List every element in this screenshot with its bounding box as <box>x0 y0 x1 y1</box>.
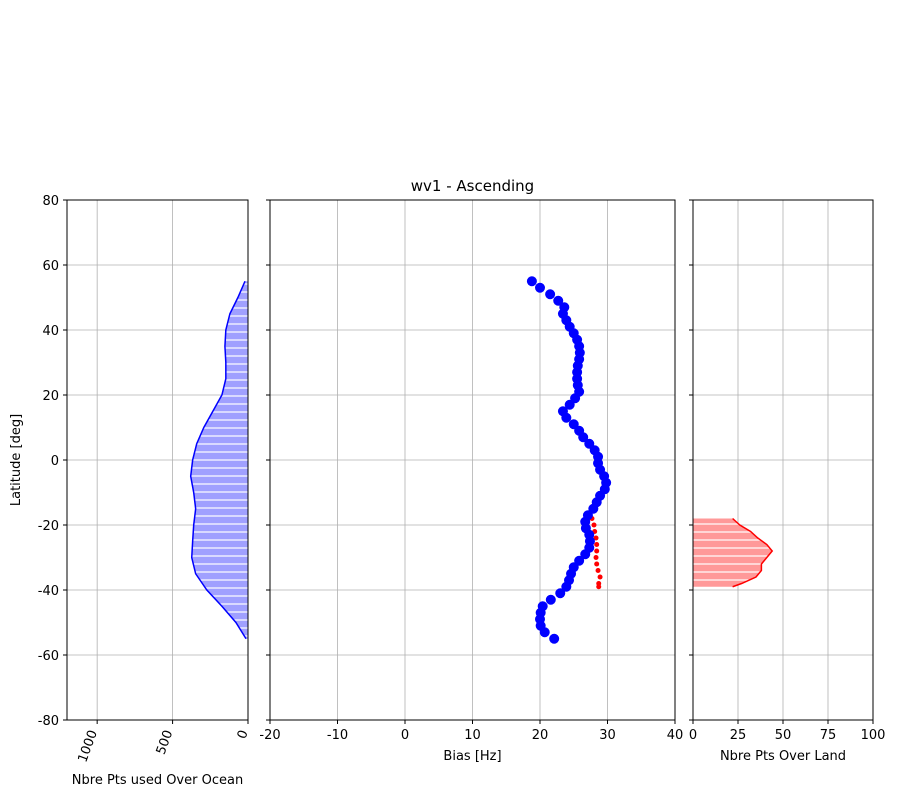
x-tick-label: 500 <box>154 728 177 756</box>
point <box>535 282 545 293</box>
point <box>549 633 560 644</box>
x-tick-label: 20 <box>532 728 549 743</box>
point <box>597 574 603 580</box>
area-hatch <box>693 518 773 587</box>
y-axis-label: Latitude [deg] <box>9 414 24 506</box>
y-tick-label: 40 <box>42 324 59 339</box>
point <box>594 561 600 567</box>
chart-title: wv1 - Ascending <box>411 177 534 195</box>
profile-line <box>189 280 247 640</box>
x-tick-label: 75 <box>820 728 837 743</box>
x-tick-label: 100 <box>861 728 886 743</box>
point <box>578 432 589 443</box>
point <box>564 399 575 410</box>
y-tick-label: 20 <box>42 389 59 404</box>
point <box>580 549 591 560</box>
point <box>594 548 600 554</box>
x-tick-label: 0 <box>401 728 409 743</box>
y-tick-label: -80 <box>38 714 59 729</box>
y-tick-label: 80 <box>42 194 59 209</box>
plot-frame <box>66 199 249 721</box>
y-tick-label: 60 <box>42 259 59 274</box>
point <box>561 581 572 592</box>
x-axis-label: Nbre Pts used Over Ocean <box>72 773 243 788</box>
y-tick-label: -20 <box>38 519 59 534</box>
x-axis-label: Nbre Pts Over Land <box>720 749 846 764</box>
profile-line <box>732 517 774 588</box>
x-axis-label: Bias [Hz] <box>443 749 501 764</box>
x-tick-label: 50 <box>775 728 792 743</box>
point <box>539 627 550 638</box>
point <box>545 289 556 300</box>
x-tick-label: 25 <box>730 728 747 743</box>
x-tick-label: 40 <box>667 728 684 743</box>
point <box>593 535 599 541</box>
plot-frame <box>269 199 676 721</box>
y-tick-label: 0 <box>51 454 59 469</box>
x-tick-label: 1000 <box>76 728 101 764</box>
x-tick-label: 10 <box>464 728 481 743</box>
x-tick-label: -10 <box>327 728 348 743</box>
x-tick-label: 0 <box>689 728 697 743</box>
area-hatch <box>190 281 248 639</box>
point <box>596 584 602 590</box>
x-tick-label: -20 <box>259 728 280 743</box>
point <box>594 542 600 547</box>
x-tick-label: 30 <box>599 728 616 743</box>
point <box>593 555 599 560</box>
y-tick-label: -40 <box>38 584 59 599</box>
x-tick-label: 0 <box>235 728 252 741</box>
point <box>526 276 537 287</box>
point <box>555 588 566 599</box>
point <box>591 522 597 528</box>
point <box>561 412 572 423</box>
point <box>545 594 556 605</box>
point <box>553 295 564 306</box>
y-tick-label: -60 <box>38 649 59 664</box>
point <box>595 568 601 573</box>
plot-frame <box>692 199 874 721</box>
